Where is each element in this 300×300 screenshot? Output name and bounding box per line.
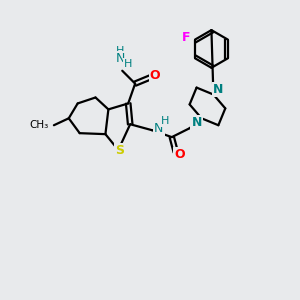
Text: O: O	[150, 69, 160, 82]
Text: H: H	[161, 116, 169, 126]
Text: O: O	[174, 148, 185, 161]
Text: N: N	[154, 122, 164, 135]
Text: N: N	[213, 83, 224, 96]
Text: H: H	[116, 46, 124, 56]
Text: S: S	[115, 145, 124, 158]
Text: F: F	[182, 31, 190, 44]
Text: N: N	[116, 52, 125, 65]
Text: CH₃: CH₃	[30, 120, 49, 130]
Text: H: H	[124, 59, 132, 69]
Text: N: N	[191, 116, 202, 129]
